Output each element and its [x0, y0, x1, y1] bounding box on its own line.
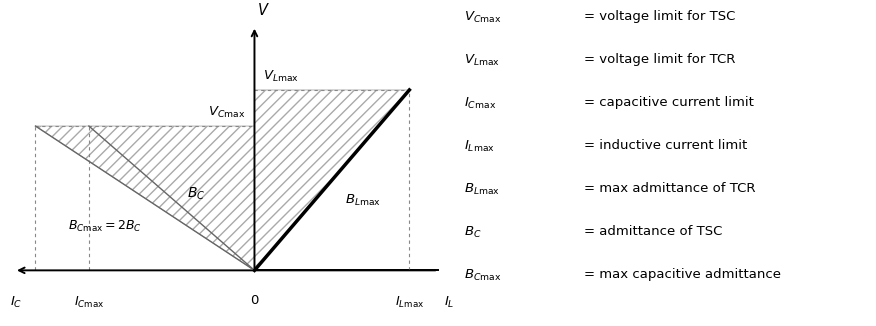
Text: 0: 0	[251, 294, 258, 307]
Text: $I_{L\mathrm{max}}$: $I_{L\mathrm{max}}$	[464, 139, 495, 154]
Text: $B_{C\mathrm{max}}$: $B_{C\mathrm{max}}$	[464, 268, 501, 283]
Text: $V_{L\mathrm{max}}$: $V_{L\mathrm{max}}$	[263, 69, 299, 84]
Text: $I_{C\mathrm{max}}$: $I_{C\mathrm{max}}$	[464, 96, 496, 111]
Text: $B_C$: $B_C$	[464, 225, 482, 240]
Text: $B_{L\mathrm{max}}$: $B_{L\mathrm{max}}$	[345, 193, 381, 208]
Text: $V_{C\mathrm{max}}$: $V_{C\mathrm{max}}$	[464, 10, 501, 25]
Text: = max admittance of TCR: = max admittance of TCR	[584, 182, 756, 195]
Text: = inductive current limit: = inductive current limit	[584, 139, 747, 152]
Text: $V_{L\mathrm{max}}$: $V_{L\mathrm{max}}$	[464, 53, 500, 68]
Text: $V$: $V$	[257, 2, 270, 18]
Text: $B_C$: $B_C$	[187, 186, 205, 202]
Text: $B_{L\mathrm{max}}$: $B_{L\mathrm{max}}$	[464, 182, 500, 197]
Text: $I_C$: $I_C$	[10, 294, 23, 309]
Text: = admittance of TSC: = admittance of TSC	[584, 225, 723, 238]
Text: $I_L$: $I_L$	[443, 294, 454, 309]
Text: = max capacitive admittance: = max capacitive admittance	[584, 268, 781, 281]
Text: $V_{C\mathrm{max}}$: $V_{C\mathrm{max}}$	[208, 105, 246, 120]
Text: $B_{C\mathrm{max}}=2B_C$: $B_{C\mathrm{max}}=2B_C$	[67, 219, 142, 234]
Text: = voltage limit for TSC: = voltage limit for TSC	[584, 10, 736, 23]
Text: $I_{C\mathrm{max}}$: $I_{C\mathrm{max}}$	[74, 294, 104, 309]
Text: = voltage limit for TCR: = voltage limit for TCR	[584, 53, 736, 66]
Text: = capacitive current limit: = capacitive current limit	[584, 96, 754, 109]
Text: $I_{L\mathrm{max}}$: $I_{L\mathrm{max}}$	[395, 294, 424, 309]
